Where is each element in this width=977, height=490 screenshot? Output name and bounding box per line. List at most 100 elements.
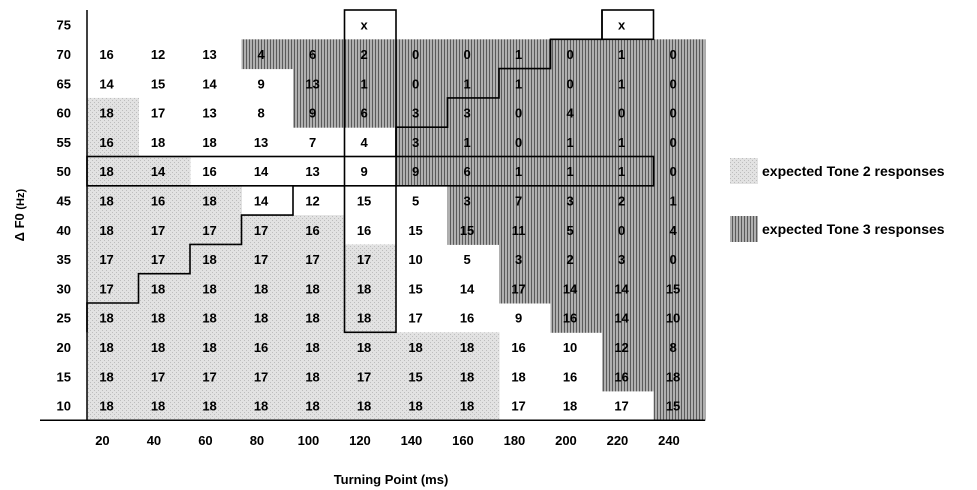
tone3-cell bbox=[653, 390, 706, 421]
tone3-cell bbox=[293, 97, 345, 128]
cell-value: 9 bbox=[412, 164, 419, 179]
cell-value: 16 bbox=[99, 47, 113, 62]
cell-value: 4 bbox=[257, 47, 265, 62]
cell-value: 18 bbox=[305, 311, 319, 326]
cell-value: 1 bbox=[669, 193, 676, 208]
cell-value: 0 bbox=[412, 47, 419, 62]
cell-value: 1 bbox=[515, 47, 522, 62]
cell-value: 9 bbox=[257, 76, 264, 91]
cell-value: 1 bbox=[515, 164, 522, 179]
tone3-cell bbox=[653, 156, 706, 187]
cell-value: 1 bbox=[566, 164, 573, 179]
tone2-cell bbox=[138, 390, 191, 421]
y-tick-label: 65 bbox=[57, 76, 71, 91]
tone2-cell bbox=[87, 273, 139, 304]
cell-value: 3 bbox=[515, 252, 522, 267]
cell-value: 18 bbox=[305, 369, 319, 384]
cell-value: 17 bbox=[151, 369, 165, 384]
cell-value: 2 bbox=[566, 252, 573, 267]
cell-value: 0 bbox=[618, 106, 625, 121]
cell-value: 16 bbox=[99, 135, 113, 150]
cell-value: 6 bbox=[463, 164, 470, 179]
y-tick-label: 70 bbox=[57, 47, 71, 62]
tone2-cell bbox=[87, 127, 139, 157]
cell-value: 1 bbox=[618, 76, 625, 91]
y-tick-label: 20 bbox=[57, 340, 71, 355]
cell-value: 2 bbox=[360, 47, 367, 62]
tone3-cell bbox=[602, 97, 654, 128]
legend: expected Tone 2 responses expected Tone 3… bbox=[730, 158, 945, 242]
cell-value: 4 bbox=[360, 135, 368, 150]
tone2-cell bbox=[138, 303, 191, 333]
cell-220-box bbox=[601, 9, 655, 41]
cell-value: 17 bbox=[202, 223, 216, 238]
y-tick-label: 10 bbox=[57, 399, 71, 414]
cell-value: 18 bbox=[511, 369, 525, 384]
cell-value: 0 bbox=[669, 164, 676, 179]
tone3-cell bbox=[602, 68, 654, 99]
tone2-cell bbox=[190, 390, 242, 421]
x-tick-label: 200 bbox=[555, 433, 577, 448]
tone3-cell bbox=[344, 39, 397, 70]
cell-value: 18 bbox=[99, 311, 113, 326]
cell-value: 3 bbox=[618, 252, 625, 267]
tone2-cell bbox=[138, 156, 191, 187]
tone3-cell bbox=[447, 215, 500, 245]
cell-value: 15 bbox=[408, 223, 422, 238]
cell-value: 16 bbox=[305, 223, 319, 238]
tone2-cell bbox=[87, 185, 139, 216]
tone3-cell bbox=[602, 39, 654, 70]
cell-value: 17 bbox=[511, 281, 525, 296]
tone3-cell bbox=[396, 127, 448, 157]
tone3-cell bbox=[550, 185, 603, 216]
tone3-cell bbox=[602, 273, 654, 304]
tone3-cell bbox=[602, 156, 654, 187]
tone2-cell bbox=[138, 273, 191, 304]
tone3-cell bbox=[499, 185, 551, 216]
tone3-cell bbox=[653, 185, 706, 216]
cell-value: 16 bbox=[202, 164, 216, 179]
x-tick-label: 220 bbox=[607, 433, 629, 448]
cell-value: 16 bbox=[151, 193, 165, 208]
cell-value: 17 bbox=[511, 399, 525, 414]
tone3-cell bbox=[653, 127, 706, 157]
cell-value: 12 bbox=[151, 47, 165, 62]
cell-value: 13 bbox=[202, 106, 216, 121]
tone2-cell bbox=[241, 303, 294, 333]
tone2-cell bbox=[190, 273, 242, 304]
tone3-cell bbox=[447, 68, 500, 99]
y-axis-title-unit: (Hz) bbox=[15, 189, 27, 210]
cell-value: 18 bbox=[305, 340, 319, 355]
tone3-cell bbox=[396, 156, 448, 187]
cell-value: 0 bbox=[669, 106, 676, 121]
cell-value: 18 bbox=[202, 399, 216, 414]
cell-value: 0 bbox=[463, 47, 470, 62]
cell-value: 8 bbox=[669, 340, 676, 355]
tone2-cell bbox=[138, 361, 191, 392]
legend-label-tone2: expected Tone 2 responses bbox=[762, 163, 945, 179]
tone3-cell bbox=[293, 39, 345, 70]
tone3-cell bbox=[396, 68, 448, 99]
tone3-cell bbox=[499, 39, 551, 70]
cell-value: 10 bbox=[408, 252, 422, 267]
cell-value: 17 bbox=[357, 369, 371, 384]
tone3-cell bbox=[602, 215, 654, 245]
y-tick-label: 30 bbox=[57, 281, 71, 296]
cell-value: 18 bbox=[202, 252, 216, 267]
tone2-staircase bbox=[86, 185, 345, 333]
cell-value: 0 bbox=[669, 252, 676, 267]
cell-value: 12 bbox=[305, 193, 319, 208]
x-tick-label: 160 bbox=[452, 433, 474, 448]
tone3-cell bbox=[396, 97, 448, 128]
tone2-cell bbox=[293, 361, 345, 392]
tone2-cell bbox=[190, 303, 242, 333]
cell-value: 18 bbox=[357, 340, 371, 355]
cell-value: 3 bbox=[412, 135, 419, 150]
cell-value: 11 bbox=[512, 223, 526, 238]
tone3-cell bbox=[653, 332, 706, 363]
tone3-cell bbox=[447, 156, 500, 187]
cell-value: 17 bbox=[99, 281, 113, 296]
cell-value: 0 bbox=[566, 76, 573, 91]
